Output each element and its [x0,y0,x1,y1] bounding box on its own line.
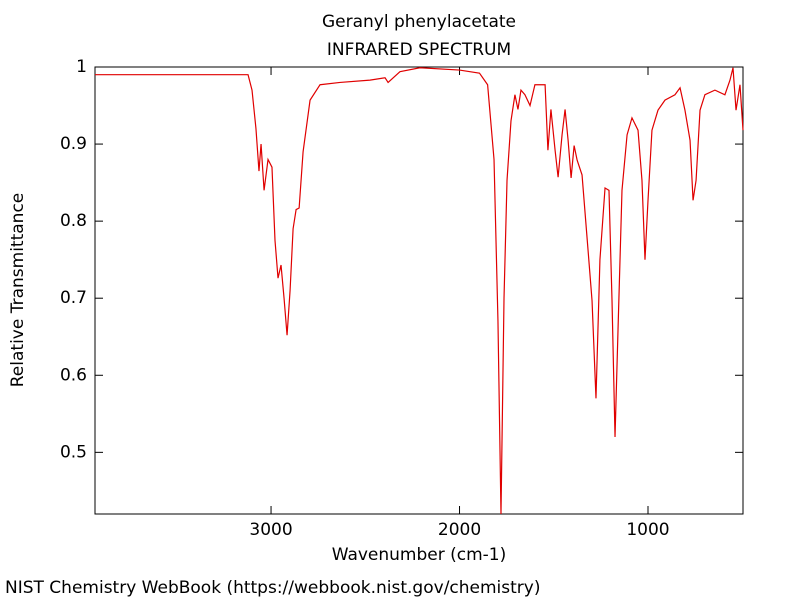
x-tick-label: 1000 [626,520,669,540]
y-tick-label: 0.9 [60,134,87,154]
y-tick-label: 0.8 [60,211,87,231]
x-tick-label: 2000 [438,520,481,540]
plot-frame [94,66,744,515]
y-tick-label: 0.6 [60,365,87,385]
chart-subtitle: INFRARED SPECTRUM [327,40,511,60]
y-tick-label: 0.5 [60,442,87,462]
spectrum-line [95,67,744,515]
chart-title: Geranyl phenylacetate [322,12,516,32]
y-axis-label: Relative Transmittance [8,193,28,388]
source-note: NIST Chemistry WebBook (https://webbook.… [5,578,540,598]
y-tick-label: 1 [76,57,87,77]
x-axis-label: Wavenumber (cm-1) [332,545,507,565]
x-tick-label: 3000 [249,520,292,540]
y-tick-label: 0.7 [60,288,87,308]
